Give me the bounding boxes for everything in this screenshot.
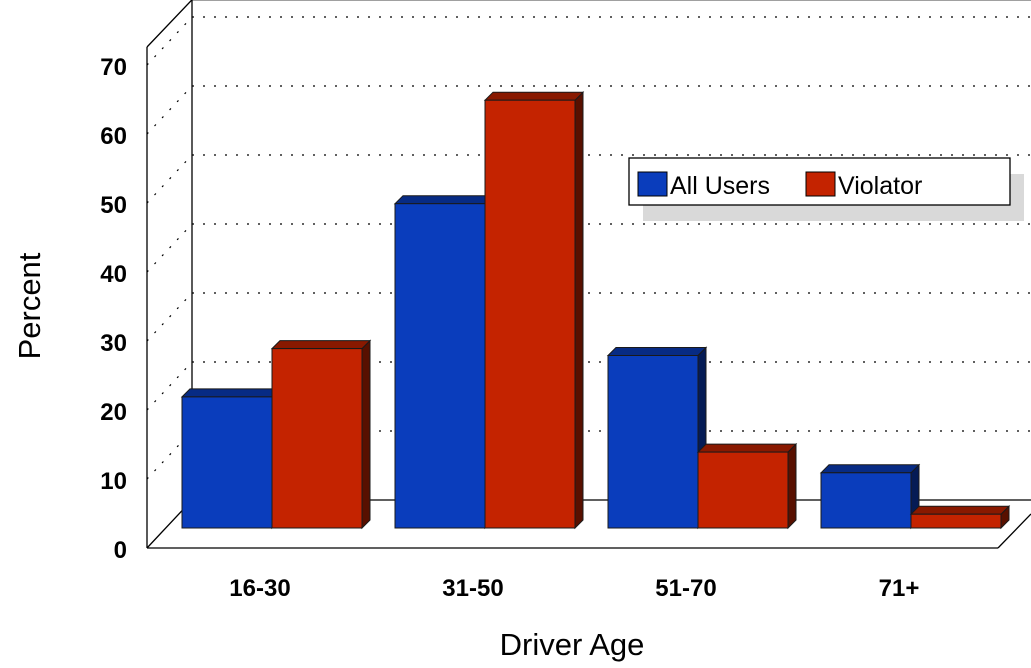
y-tick-label: 70 [100, 54, 127, 81]
y-tick-label: 60 [100, 123, 127, 150]
bar-front [910, 513, 1002, 529]
bar-top [483, 91, 585, 101]
bar-top [270, 340, 372, 350]
bar-all-users-51-70 [606, 346, 708, 530]
y-tick-label: 10 [100, 468, 127, 495]
bar-front [181, 396, 273, 529]
gridline-side [146, 292, 193, 342]
bar-front [820, 472, 912, 529]
bar-side [361, 339, 371, 530]
bar-top [393, 195, 495, 205]
legend-swatch-violator [805, 171, 836, 197]
bars [180, 90, 1011, 530]
y-axis-ticks: 0 10 20 30 40 50 60 70 [100, 54, 127, 564]
y-tick-label: 20 [100, 399, 127, 426]
y-tick-label: 40 [100, 261, 127, 288]
floor-right-edge [997, 513, 1031, 549]
legend-label-violator: Violator [838, 172, 922, 200]
gridline-side [146, 85, 193, 135]
y-tick-label: 30 [100, 330, 127, 357]
bar-top [909, 505, 1011, 515]
bar-front [607, 355, 699, 529]
bar-all-users-71+ [819, 463, 921, 530]
x-tick-label: 31-50 [442, 575, 503, 602]
bar-top [606, 347, 708, 356]
bar-top [696, 443, 798, 453]
x-tick-label: 51-70 [655, 575, 716, 602]
x-axis-title: Driver Age [500, 627, 645, 662]
gridline-side [146, 223, 193, 273]
y-axis-title: Percent [12, 252, 47, 359]
bar-top [180, 388, 282, 398]
legend-label-all-users: All Users [670, 172, 770, 200]
bar-front [697, 451, 789, 529]
y-tick-label: 50 [100, 192, 127, 219]
bar-side [574, 90, 584, 530]
legend-swatch-all-users [637, 171, 668, 197]
x-tick-label: 16-30 [229, 575, 290, 602]
bar-violator-16-30 [270, 339, 372, 530]
bar-top [819, 464, 921, 474]
bar-front [271, 348, 363, 529]
x-axis-ticks: 16-30 31-50 51-70 71+ [229, 575, 919, 602]
side-wall-top-edge [146, 0, 193, 48]
bar-side [787, 442, 797, 530]
bar-front [484, 99, 576, 529]
bar-violator-71+ [909, 504, 1011, 530]
legend: All Users Violator [628, 157, 1024, 221]
x-tick-label: 71+ [879, 575, 920, 602]
bar-all-users-31-50 [393, 194, 495, 530]
bar-all-users-16-30 [180, 387, 282, 530]
bar-front [394, 203, 486, 529]
y-tick-label: 0 [114, 537, 127, 564]
gridline-side [146, 154, 193, 204]
bar-violator-51-70 [696, 442, 798, 530]
bar-violator-31-50 [483, 90, 585, 530]
